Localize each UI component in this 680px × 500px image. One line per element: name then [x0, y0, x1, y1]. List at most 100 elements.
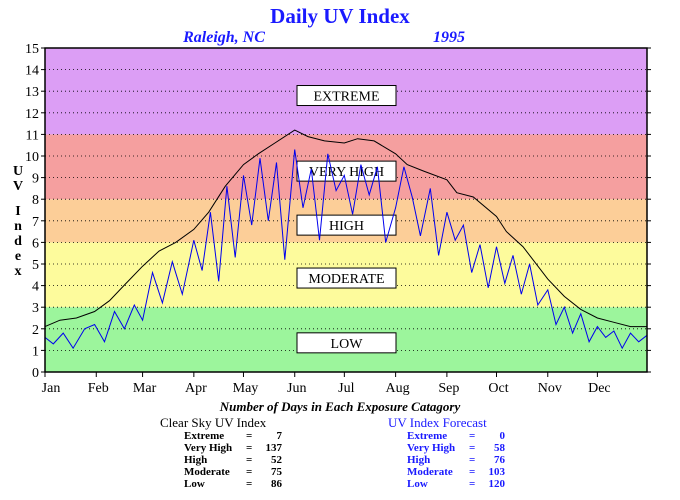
forecast-row-value: 103	[488, 466, 506, 478]
x-tick-label: Apr	[185, 381, 207, 396]
forecast-row-label: High	[407, 454, 431, 466]
y-axis-label-letter: x	[15, 264, 22, 279]
y-tick-label: 7	[32, 215, 39, 230]
forecast-summary: UV Index Forecast Extreme = 0 Very High = 58 H…	[388, 415, 558, 490]
clear-sky-row-label: Low	[184, 478, 205, 490]
clear-sky-row-value: 137	[265, 442, 283, 454]
clear-sky-rows: Extreme = 7 Very High = 137 High = 52 Moderate = 75…	[184, 430, 330, 490]
clear-sky-line	[44, 129, 647, 328]
x-tick-label: Jun	[287, 381, 306, 396]
clear-sky-summary: Clear Sky UV Index Extreme = 7 Very High = 13…	[160, 415, 330, 490]
series-lines	[44, 129, 648, 350]
forecast-row: Very High = 58	[407, 442, 558, 454]
x-tick-label: Oct	[488, 381, 508, 396]
y-tick-label: 6	[32, 236, 39, 251]
category-box-moderate	[296, 267, 397, 289]
forecast-row-label: Low	[407, 478, 428, 490]
clear-sky-row-equals: =	[246, 454, 253, 466]
x-tick-label: Aug	[386, 381, 410, 396]
clear-sky-row: Extreme = 7	[184, 430, 330, 442]
clear-sky-row: Moderate = 75	[184, 466, 330, 478]
clear-sky-row-equals: =	[246, 478, 253, 490]
clear-sky-row-equals: =	[246, 466, 253, 478]
x-tick-label: Jan	[42, 381, 61, 396]
forecast-row-value: 0	[499, 430, 506, 442]
forecast-row: High = 76	[407, 454, 558, 466]
clear-sky-row-label: Moderate	[184, 466, 230, 478]
x-tick-label: Nov	[538, 381, 562, 396]
category-label-moderate: MODERATE	[308, 272, 384, 287]
year-label: 1995	[433, 29, 465, 46]
category-label-high: HIGH	[329, 219, 364, 234]
y-tick-label: 13	[25, 85, 39, 100]
category-box-low	[296, 332, 397, 354]
forecast-line	[44, 149, 648, 350]
clear-sky-row-value: 7	[276, 430, 283, 442]
forecast-row-equals: =	[469, 430, 476, 442]
clear-sky-title: Clear Sky UV Index	[160, 415, 267, 430]
y-tick-label: 9	[32, 172, 39, 187]
category-label-very_high: VERY HIGH	[309, 165, 384, 180]
y-axis-label-letter: d	[14, 234, 22, 249]
y-tick-label: 0	[32, 366, 39, 381]
x-tick-label: Jul	[338, 381, 354, 396]
clear-sky-row-equals: =	[246, 430, 253, 442]
plot-frame	[44, 47, 648, 373]
category-label-low: LOW	[331, 337, 364, 352]
forecast-row-equals: =	[469, 466, 476, 478]
clear-sky-row: Low = 86	[184, 478, 330, 490]
chart-title: Daily UV Index	[270, 4, 410, 28]
category-labels: LOW MODERATE HIGH VERY HIGH EXTREME	[296, 85, 397, 354]
location-label: Raleigh, NC	[182, 29, 265, 46]
y-tick-label: 4	[32, 280, 39, 295]
forecast-row-label: Extreme	[407, 430, 448, 442]
clear-sky-row-label: Very High	[184, 442, 233, 454]
y-tick-label: 2	[32, 323, 39, 338]
category-box-very_high	[296, 160, 397, 182]
forecast-row-equals: =	[469, 442, 476, 454]
clear-sky-row-label: Extreme	[184, 430, 225, 442]
forecast-rows: Extreme = 0 Very High = 58 High = 76 Moderate = 103…	[407, 430, 558, 490]
x-tick-label: Mar	[133, 381, 157, 396]
clear-sky-row-value: 86	[271, 478, 282, 490]
forecast-row-value: 58	[494, 442, 505, 454]
x-tick-label: Sep	[438, 381, 459, 396]
category-box-extreme	[296, 85, 397, 107]
y-tick-label: 12	[25, 107, 39, 122]
y-axis-label-letter: n	[14, 219, 22, 234]
x-tick-label: Dec	[588, 381, 611, 396]
forecast-row-equals: =	[469, 454, 476, 466]
summary-title: Number of Days in Each Exposure Catagory	[219, 399, 461, 414]
y-tick-label: 15	[25, 42, 39, 57]
clear-sky-row-value: 75	[271, 466, 282, 478]
y-tick-label: 14	[25, 64, 39, 79]
x-tick-label: Feb	[88, 381, 109, 396]
clear-sky-row-value: 52	[271, 454, 282, 466]
clear-sky-row-label: High	[184, 454, 208, 466]
category-label-extreme: EXTREME	[313, 90, 379, 105]
forecast-row: Moderate = 103	[407, 466, 558, 478]
forecast-row-value: 76	[494, 454, 505, 466]
forecast-row-equals: =	[469, 478, 476, 490]
y-tick-label: 10	[25, 150, 39, 165]
y-tick-label: 8	[32, 193, 39, 208]
clear-sky-row: Very High = 137	[184, 442, 330, 454]
y-tick-label: 1	[32, 344, 39, 359]
y-axis-label-letter: e	[15, 249, 21, 264]
x-axis-ticks: Jan Feb Mar Apr May Jun Jul Aug Sep Oct Nov Dec	[42, 372, 611, 396]
forecast-row-label: Very High	[407, 442, 456, 454]
clear-sky-row-equals: =	[246, 442, 253, 454]
x-tick-label: May	[233, 381, 259, 396]
forecast-title: UV Index Forecast	[388, 415, 487, 430]
y-tick-label: 3	[32, 301, 39, 316]
y-tick-label: 11	[26, 128, 39, 143]
y-axis-label-letter: I	[15, 204, 20, 219]
forecast-row-value: 120	[488, 478, 506, 490]
forecast-row: Low = 120	[407, 478, 558, 490]
forecast-row: Extreme = 0	[407, 430, 558, 442]
clear-sky-row: High = 52	[184, 454, 330, 466]
forecast-row-label: Moderate	[407, 466, 453, 478]
